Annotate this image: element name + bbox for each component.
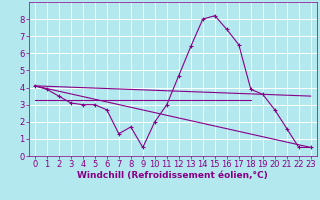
X-axis label: Windchill (Refroidissement éolien,°C): Windchill (Refroidissement éolien,°C) — [77, 171, 268, 180]
